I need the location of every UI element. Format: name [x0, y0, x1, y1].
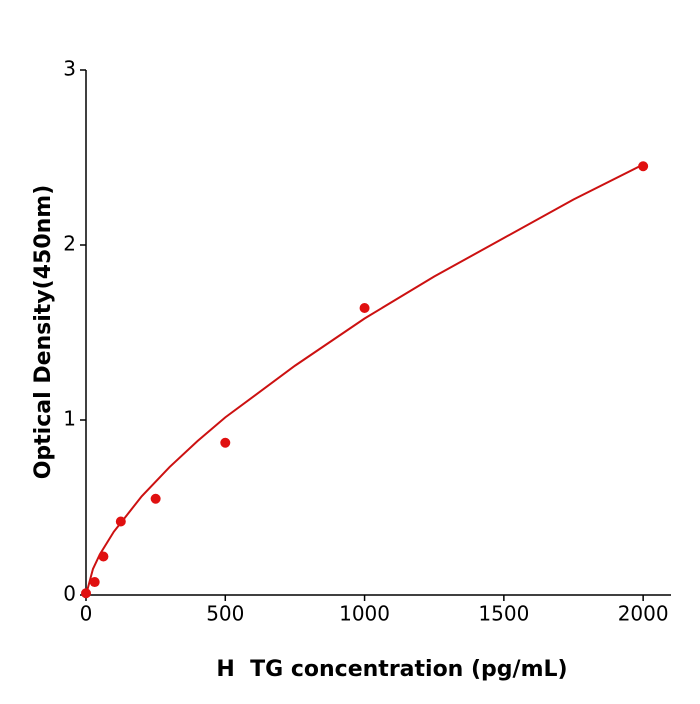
y-tick-label: 1	[63, 407, 76, 431]
y-axis-label: Optical Density(450nm)	[31, 185, 56, 480]
x-tick-label: 1000	[339, 602, 390, 626]
point	[220, 437, 231, 448]
y-tick-label: 3	[63, 57, 76, 81]
x-tick-label: 1500	[478, 602, 529, 626]
x-axis-label: H TG concentration (pg/mL)	[216, 657, 567, 682]
point	[98, 551, 109, 562]
y-tick-label: 0	[63, 582, 76, 606]
point	[638, 161, 649, 172]
x-tick-label: 2000	[618, 602, 669, 626]
x-tick-label: 500	[206, 602, 244, 626]
point	[359, 303, 370, 313]
x-tick-label: 0	[80, 602, 93, 626]
fit-curve	[85, 163, 644, 596]
point	[81, 588, 91, 599]
point	[89, 577, 100, 588]
point	[150, 493, 161, 504]
y-tick-label: 2	[63, 232, 76, 256]
point	[115, 516, 126, 527]
